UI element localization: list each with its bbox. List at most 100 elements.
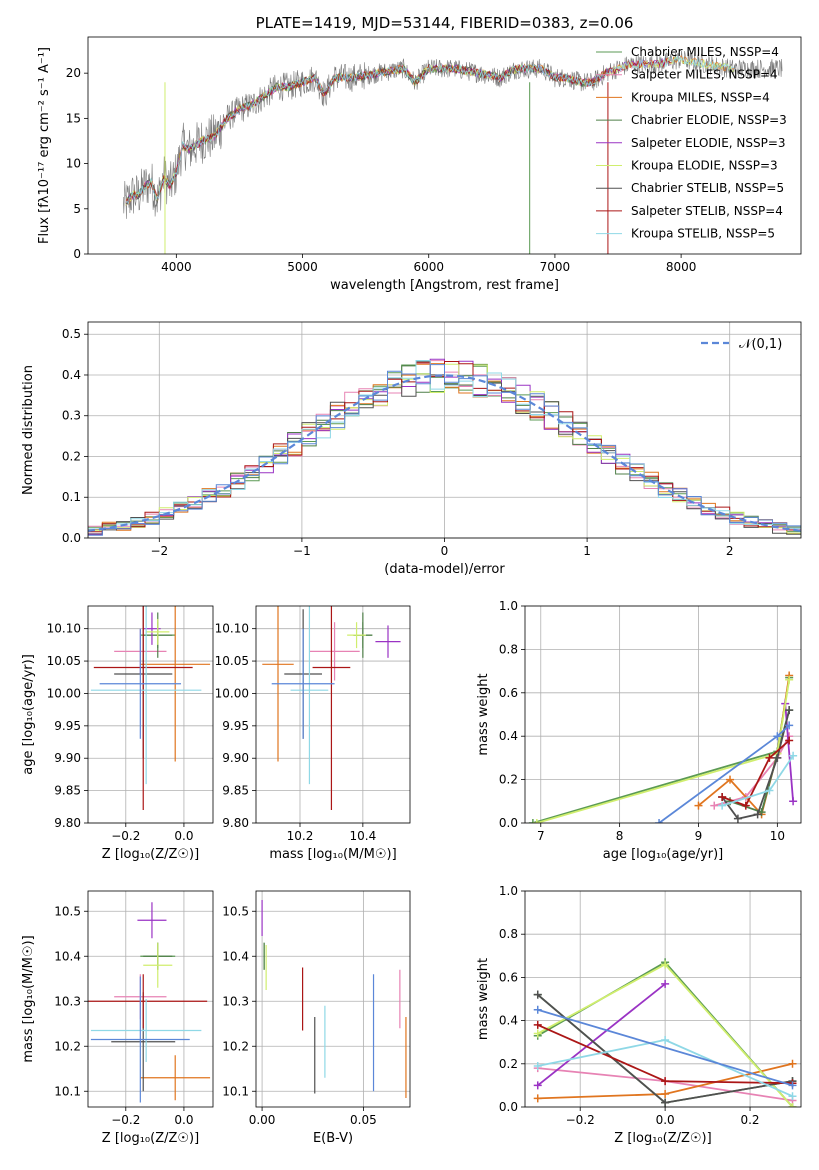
x-axis-label: E(B-V) [313, 1131, 353, 1146]
weight-marker [785, 706, 794, 715]
weight-line [658, 724, 790, 823]
y-tick-label: 0.0 [62, 531, 81, 545]
plot-area [88, 358, 801, 537]
weight-line [536, 679, 791, 823]
x-tick-label: 8000 [666, 260, 697, 274]
plot-area [123, 50, 783, 254]
weight-marker [773, 753, 782, 762]
x-tick-label: −0.2 [111, 829, 140, 843]
weight-marker [773, 732, 782, 741]
weight-marker [694, 801, 703, 810]
axes-frame [87, 36, 802, 255]
errorbar-point [262, 606, 294, 762]
weight-marker [533, 990, 542, 999]
weight-marker [789, 751, 798, 760]
weight-line [537, 983, 666, 1087]
weight-marker [765, 786, 774, 795]
y-tick-label: 10.4 [222, 949, 249, 963]
axes-frame [524, 605, 802, 824]
x-tick-label: 1 [583, 544, 591, 558]
x-tick-label: 0.0 [174, 829, 193, 843]
y-tick-label: 0.5 [62, 327, 81, 341]
model-spectrum-line [125, 55, 735, 206]
weight-marker [661, 1098, 670, 1107]
y-tick-label: 10.2 [222, 1039, 249, 1053]
x-tick-label: 0.05 [350, 1113, 377, 1127]
y-tick-label: 0.6 [499, 970, 518, 984]
x-tick-label: 10.4 [349, 829, 376, 843]
weight-marker [753, 810, 762, 819]
y-tick-label: 0.8 [499, 642, 518, 656]
weight-line [729, 709, 791, 814]
legend-label: Salpeter MILES, NSSP=4 [631, 68, 778, 82]
weight-marker [710, 801, 719, 810]
errorbar-point [146, 618, 170, 645]
errorbar-point [140, 1055, 211, 1101]
weight-marker [533, 1020, 542, 1029]
panel-mass-vs-EBV: 0.00 0.05 10.1 10.2 10.3 10.4 10.5 E(B-V) [222, 890, 411, 1146]
y-tick-label: 10.1 [222, 1084, 249, 1098]
errorbar-point [99, 628, 182, 739]
x-tick-label: 6000 [413, 260, 444, 274]
x-tick-label: 7 [537, 829, 545, 843]
weight-marker [661, 979, 670, 988]
plot-area [261, 900, 407, 1098]
legend-label: Chabrier MILES, NSSP=4 [631, 45, 779, 59]
x-tick-label: 9 [695, 829, 703, 843]
weight-marker [765, 753, 774, 762]
grid-lines [256, 606, 410, 824]
weight-marker [788, 1059, 797, 1068]
errorbar-point [347, 622, 366, 649]
weight-marker [533, 1005, 542, 1014]
weight-marker [655, 819, 664, 823]
y-tick-label: 0.4 [499, 1014, 518, 1028]
weight-line [537, 1008, 793, 1087]
y-tick-label: 0.4 [499, 729, 518, 743]
weight-marker [661, 960, 670, 969]
y-tick-label: 10.3 [222, 994, 249, 1008]
weight-series [533, 1005, 797, 1090]
panel-massweight-vs-Z: −0.2 0.0 0.2 0.0 0.2 0.4 0.6 0.8 1.0 Z [log₁₀(Z/Z… [476, 884, 802, 1146]
y-tick-label: 10.2 [54, 1039, 81, 1053]
y-tick-label: 0.8 [499, 927, 518, 941]
axes-frame [87, 890, 214, 1108]
y-tick-label: 0.0 [499, 816, 518, 830]
y-tick-label: 0.4 [62, 368, 81, 382]
y-tick-label: 10.5 [54, 904, 81, 918]
x-axis-label: Z [log₁₀(Z/Z☉)] [102, 1131, 199, 1146]
legend-label: Chabrier STELIB, NSSP=5 [631, 181, 784, 195]
weight-marker [661, 1077, 670, 1086]
x-tick-label: −1 [293, 544, 311, 558]
y-axis-label: mass weight [476, 958, 491, 1040]
errorbar-point [143, 942, 173, 988]
y-tick-label: 9.90 [222, 751, 249, 765]
model-spectrum-line [125, 57, 672, 204]
residual-histogram [88, 360, 801, 535]
panel-massweight-vs-age: 7 8 9 10 0.0 0.2 0.4 0.6 0.8 1.0 age [log₁₀(age/yr… [476, 599, 802, 862]
plot-area [262, 606, 401, 811]
y-tick-label: 10.00 [215, 686, 249, 700]
y-tick-label: 9.85 [54, 784, 81, 798]
y-tick-label: 9.80 [54, 816, 81, 830]
y-axis-label: mass [log₁₀(M/M☉)] [21, 935, 36, 1062]
y-tick-label: 0 [73, 247, 81, 261]
weight-marker [788, 1081, 797, 1090]
x-tick-label: 10.2 [287, 829, 314, 843]
y-tick-label: 10.05 [47, 654, 81, 668]
weight-line [697, 675, 791, 817]
weight-marker [741, 801, 750, 810]
weight-series [533, 1036, 797, 1101]
errorbar-point [375, 625, 401, 658]
y-tick-label: 1.0 [499, 599, 518, 613]
errorbar-point [137, 902, 167, 939]
y-tick-label: 0.2 [499, 773, 518, 787]
errorbar-point [309, 622, 360, 681]
weight-series [533, 979, 670, 1090]
y-tick-label: 10.1 [54, 1084, 81, 1098]
weight-marker [661, 1036, 670, 1045]
weight-series [533, 1059, 797, 1103]
x-tick-label: 10 [770, 829, 785, 843]
y-tick-label: 0.0 [499, 1100, 518, 1114]
x-axis-label: (data-model)/error [384, 562, 505, 577]
y-tick-label: 9.95 [222, 719, 249, 733]
